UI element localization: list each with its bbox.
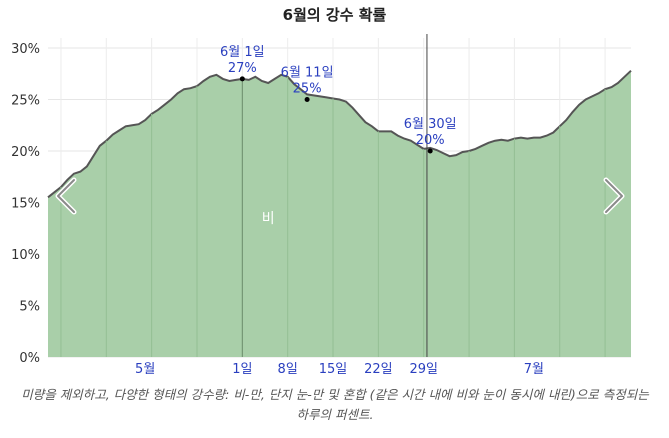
y-tick-label: 25% xyxy=(11,94,40,109)
y-tick-label: 0% xyxy=(19,351,40,366)
y-axis-ticks: 0% 5% 10% 15% 20% 25% 30% xyxy=(11,42,40,366)
x-tick-label: 8일 xyxy=(278,362,298,377)
rain-line xyxy=(47,69,632,199)
annotation-date: 6월 1일 xyxy=(220,45,265,60)
annotation-point xyxy=(304,97,310,102)
y-tick-label: 10% xyxy=(11,248,40,263)
y-tick-label: 20% xyxy=(11,145,40,160)
annotation-value: 20% xyxy=(416,133,445,148)
rain-area xyxy=(48,70,631,357)
x-tick-label: 5월 xyxy=(135,362,155,377)
annotation-point xyxy=(239,76,245,82)
reference-lines xyxy=(241,34,428,357)
x-tick-label: 7월 xyxy=(524,362,544,377)
x-tick-label: 22일 xyxy=(364,362,393,377)
annotation-date: 6월 30일 xyxy=(404,117,457,132)
annotation-value: 25% xyxy=(293,82,322,97)
x-tick-label: 15일 xyxy=(319,362,348,377)
annotation-date: 6월 11일 xyxy=(281,66,334,81)
chart-caption: 미량을 제외하고, 다양한 형태의 강수량: 비-만, 단지 눈-만 및 혼합 … xyxy=(21,387,649,422)
y-tick-label: 15% xyxy=(11,197,40,212)
x-axis-ticks: 5월 1일 8일 15일 22일 29일 7월 xyxy=(135,362,544,377)
rain-area-series xyxy=(47,69,632,357)
chevron-right-icon[interactable] xyxy=(603,177,625,215)
annotation-value: 27% xyxy=(228,61,257,76)
x-tick-label: 29일 xyxy=(409,362,438,377)
y-tick-label: 30% xyxy=(11,42,40,57)
y-tick-label: 5% xyxy=(19,300,40,315)
chevron-left-icon[interactable] xyxy=(55,177,77,215)
series-label-rain: 비 xyxy=(262,211,275,227)
chart-title: 6월의 강수 확률 xyxy=(282,6,387,24)
x-tick-label: 1일 xyxy=(232,362,252,377)
series-labels: 비 xyxy=(262,211,275,227)
annotation-point xyxy=(427,148,433,154)
